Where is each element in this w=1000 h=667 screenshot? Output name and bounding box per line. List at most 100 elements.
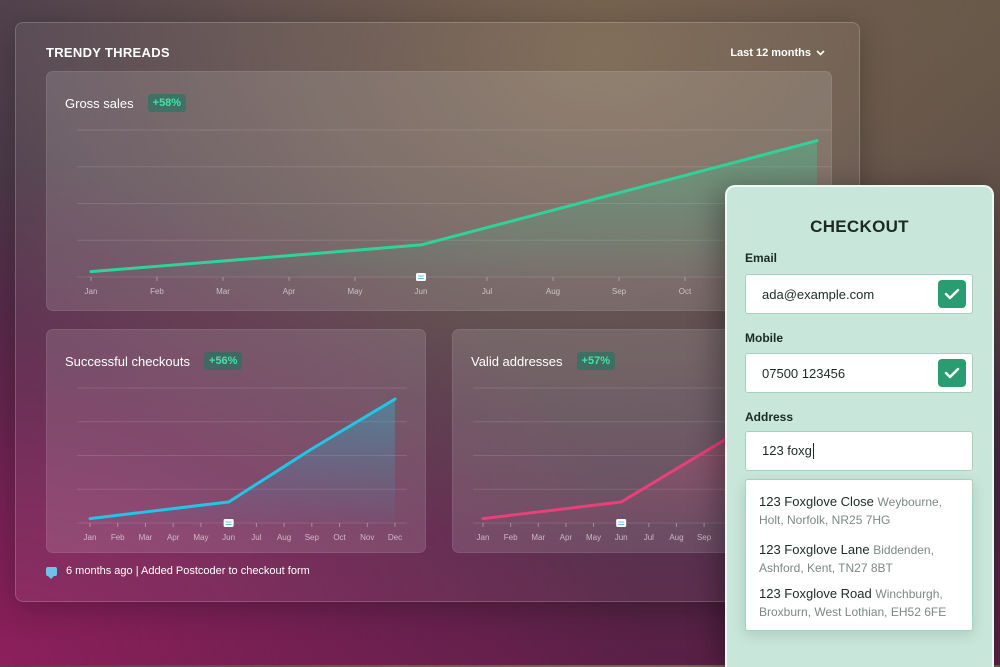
checkouts-tick-label: Jan [84,533,97,542]
checkouts-data-point [394,398,397,401]
gross-sales-data-point [684,174,687,177]
checkmark-icon [938,359,966,387]
addresses-tick-label: Sep [697,533,712,542]
checkouts-data-point [283,465,286,468]
address-value: 123 foxg [762,442,812,458]
checkout-title: CHECKOUT [810,217,909,236]
checkouts-area [90,399,395,523]
addresses-data-point [620,500,623,503]
checkouts-data-point [172,507,175,510]
address-field[interactable]: 123 foxg [745,431,973,471]
gross-sales-delta-badge: +58% [147,94,187,112]
addresses-data-point [564,507,567,510]
gross-sales-data-point [816,139,819,142]
gross-sales-tick-label: Apr [283,287,296,296]
comment-icon[interactable] [616,519,627,527]
address-suggestion[interactable]: 123 Foxglove Close Weybourne, Holt, Norf… [759,493,964,529]
checkouts-tick-label: Sep [305,533,320,542]
mobile-label: Mobile [745,331,783,345]
change-annotation: 6 months ago | Added Postcoder to checko… [46,565,310,579]
addresses-data-point [592,504,595,507]
dashboard-panel: TRENDY THREADS Last 12 months Gross sale… [15,22,860,602]
suggestion-main: 123 Foxglove Road [759,586,872,601]
checkouts-tick-label: Nov [360,533,374,542]
gross-sales-card: Gross sales +58% Jan Feb Mar Apr May Jun Jul Au… [46,71,832,311]
gross-sales-data-point [288,254,291,257]
email-field[interactable]: ada@example.com [745,274,973,314]
address-suggestion[interactable]: 123 Foxglove Lane Biddenden, Ashford, Ke… [759,541,964,577]
comment-icon[interactable] [223,519,234,527]
checkouts-tick-label: Aug [277,533,291,542]
addresses-data-point [703,451,706,454]
gross-sales-data-point [354,249,357,252]
checkouts-delta-badge: +56% [204,352,243,370]
email-label: Email [745,251,778,265]
chevron-down-icon [816,48,825,59]
comment-icon [46,566,57,579]
addresses-data-point [482,517,485,520]
checkouts-data-point [227,500,230,503]
checkouts-data-point [199,504,202,507]
gross-sales-tick-label: Jan [85,287,98,296]
addresses-data-point [647,484,650,487]
addresses-tick-label: Jan [477,533,490,542]
gross-sales-title: Gross sales [65,95,134,111]
checkouts-card: Successful checkouts +56% Jan Feb Mar Apr Ma… [46,329,426,553]
checkouts-tick-label: Oct [333,533,346,542]
gross-sales-data-point [552,209,555,212]
checkmark-icon [938,280,966,308]
addresses-delta-badge: +57% [576,352,615,370]
time-range-label: Last 12 months [730,47,811,59]
checkouts-tick-label: Mar [139,533,153,542]
gross-sales-data-point [420,243,423,246]
checkout-panel: CHECKOUT Email ada@example.com Mobile 07… [725,185,994,667]
checkouts-data-point [255,483,258,486]
address-suggestion[interactable]: 123 Foxglove Road Winchburgh, Broxburn, … [759,585,964,621]
time-range-dropdown[interactable]: Last 12 months [730,47,825,59]
comment-icon[interactable] [416,273,426,281]
suggestion-detail: Winchburgh, Broxburn, West Lothian, EH52… [759,587,947,619]
address-suggestions-list: 123 Foxglove Close Weybourne, Holt, Norf… [745,479,973,631]
checkouts-data-point [116,514,119,517]
brand-title: TRENDY THREADS [46,45,170,60]
gross-sales-data-point [156,265,159,268]
checkouts-data-point [89,517,92,520]
checkouts-series-line [88,397,397,521]
gross-sales-tick-label: Feb [150,287,164,296]
gross-sales-tick-label: Aug [546,287,560,296]
address-label: Address [745,410,794,424]
checkouts-tick-label: Dec [388,533,402,542]
checkouts-chart: Jan Feb Mar Apr May Jun Jul Aug Sep Oct Nov Dec [77,387,407,542]
checkouts-tick-label: Apr [167,533,180,542]
gross-sales-data-point [486,226,489,229]
addresses-tick-label: Jun [615,533,628,542]
suggestion-main: 123 Foxglove Lane [759,542,870,557]
gross-sales-data-point [222,259,225,262]
checkouts-tick-label: Feb [111,533,125,542]
checkouts-data-point [366,414,369,417]
gross-sales-tick-label: Jun [415,287,428,296]
checkouts-data-point [144,510,147,513]
gross-sales-area [91,140,817,277]
addresses-data-point [675,467,678,470]
suggestion-detail: Biddenden, Ashford, Kent, TN27 8BT [759,543,934,575]
addresses-tick-label: May [586,533,601,542]
addresses-data-point [509,514,512,517]
checkouts-tick-label: May [193,533,208,542]
gross-sales-tick-label: May [347,287,362,296]
checkouts-data-point [338,431,341,434]
addresses-tick-label: Mar [531,533,545,542]
suggestion-main: 123 Foxglove Close [759,494,874,509]
checkouts-title: Successful checkouts [65,353,191,369]
gross-sales-tick-label: Oct [679,287,692,296]
addresses-title: Valid addresses [471,353,563,369]
gross-sales-data-point [750,157,753,160]
mobile-field[interactable]: 07500 123456 [745,353,973,393]
addresses-tick-label: Jul [644,533,654,542]
suggestion-detail: Weybourne, Holt, Norfolk, NR25 7HG [759,495,943,527]
addresses-area [483,402,787,523]
change-annotation-text: 6 months ago | Added Postcoder to checko… [66,565,310,577]
addresses-tick-label: Feb [504,533,518,542]
email-value: ada@example.com [762,286,875,302]
